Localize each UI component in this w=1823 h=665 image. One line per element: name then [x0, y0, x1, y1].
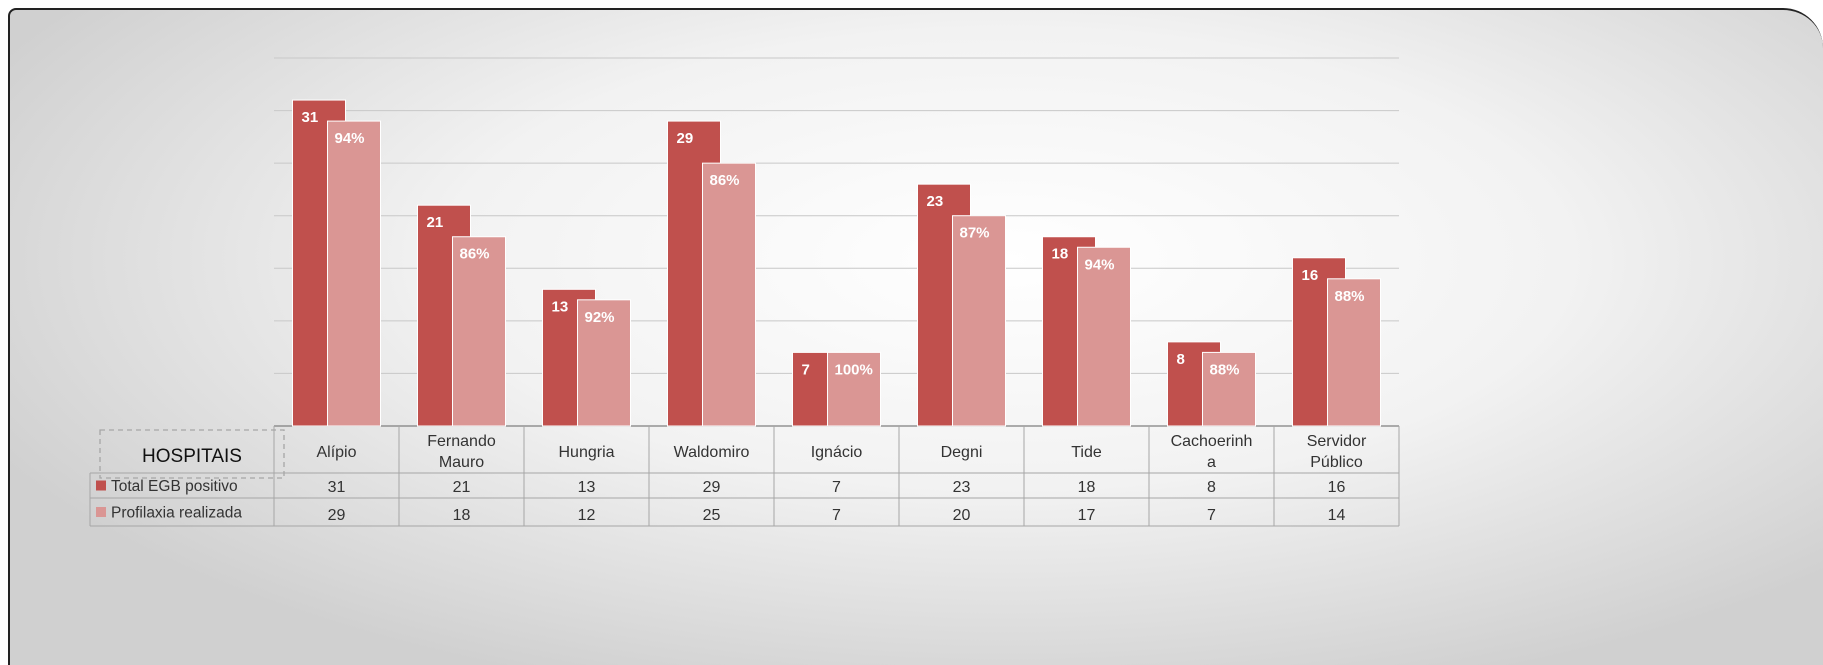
legend-swatch [96, 480, 106, 491]
category-label: Alípio [316, 444, 356, 461]
data-label: 100% [835, 361, 873, 378]
bar [1077, 246, 1131, 427]
table-value: 8 [1207, 479, 1216, 496]
data-label: 18 [1052, 246, 1069, 263]
data-label: 94% [335, 130, 365, 147]
table-value: 29 [328, 507, 346, 524]
category-label: Ignácio [811, 444, 863, 461]
category-label: Fernando [427, 433, 496, 450]
category-label: Degni [941, 444, 983, 461]
table-value: 18 [1078, 479, 1096, 496]
category-label: Mauro [439, 454, 484, 471]
table-value: 7 [832, 479, 841, 496]
data-label: 86% [460, 246, 490, 263]
table-value: 13 [578, 479, 596, 496]
table-value: 14 [1328, 507, 1346, 524]
table-value: 31 [328, 479, 346, 496]
table-value: 29 [703, 479, 721, 496]
table-value: 18 [453, 507, 471, 524]
data-label: 88% [1335, 288, 1365, 305]
data-table: HOSPITAIS Alípio 31 29 Fernando Mauro 21 18 Hun… [89, 426, 1400, 527]
bar [827, 351, 881, 427]
data-label: 29 [677, 130, 694, 147]
table-header: HOSPITAIS [142, 446, 242, 467]
category-label: Waldomiro [674, 444, 750, 461]
bar-labels: 31 94% 21 86% 13 92% 29 86% 7 100% 23 87% 18 94% 8 88% 1… [302, 109, 1365, 378]
data-label: 86% [710, 172, 740, 189]
data-label: 21 [427, 214, 444, 231]
data-label: 16 [1302, 267, 1319, 284]
bar-chart: 31 94% 21 86% 13 92% 29 86% 7 100% 23 87% 18 94% 8 88% 1… [89, 57, 1400, 527]
category-label: Tide [1071, 444, 1102, 461]
legend-label: Profilaxia realizada [111, 505, 242, 522]
table-value: 23 [953, 479, 971, 496]
category-label: Cachoerinh [1171, 433, 1253, 450]
data-label: 87% [960, 225, 990, 242]
table-value: 21 [453, 479, 471, 496]
data-label: 88% [1210, 361, 1240, 378]
table-value: 7 [832, 507, 841, 524]
table-value: 25 [703, 507, 721, 524]
category-label: a [1207, 454, 1216, 471]
table-header-box [99, 429, 285, 479]
legend-label: Total EGB positivo [111, 478, 238, 495]
data-label: 8 [1177, 351, 1185, 368]
chart-area: 31 94% 21 86% 13 92% 29 86% 7 100% 23 87% 18 94% 8 88% 1… [8, 8, 1823, 665]
bar [327, 120, 381, 427]
data-label: 31 [302, 109, 319, 126]
category-label: Servidor [1307, 433, 1367, 450]
data-label: 92% [585, 309, 615, 326]
legend-swatch [96, 507, 106, 517]
data-label: 7 [802, 361, 810, 378]
bar [1202, 351, 1256, 427]
bar [952, 215, 1006, 427]
category-label: Público [1310, 454, 1363, 471]
bar [702, 162, 756, 427]
bars [292, 99, 1381, 427]
bar [1327, 278, 1381, 427]
table-value: 12 [578, 507, 596, 524]
table-value: 16 [1328, 479, 1346, 496]
table-value: 20 [953, 507, 971, 524]
data-label: 13 [552, 298, 569, 315]
bar [577, 299, 631, 427]
table-value: 7 [1207, 507, 1216, 524]
data-label: 23 [927, 193, 944, 210]
data-label: 94% [1085, 256, 1115, 273]
table-value: 17 [1078, 507, 1096, 524]
bar [452, 236, 506, 427]
category-label: Hungria [558, 444, 614, 461]
